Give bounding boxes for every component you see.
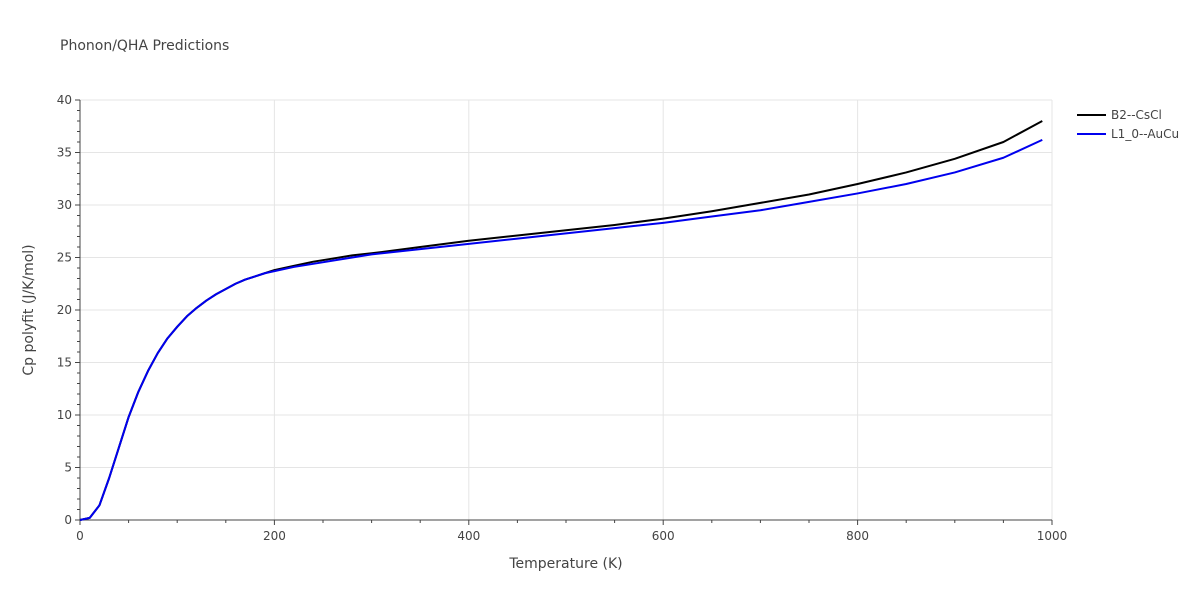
series	[79, 120, 1043, 521]
x-tick-label: 400	[457, 529, 480, 543]
y-tick-label: 25	[57, 251, 72, 265]
y-axis-label: Cp polyfit (J/K/mol)	[21, 244, 37, 375]
y-tick-label: 5	[64, 461, 72, 475]
x-tick-label: 800	[846, 529, 869, 543]
x-tick-label: 600	[652, 529, 675, 543]
y-tick-label: 20	[57, 303, 72, 317]
y-tick-label: 0	[64, 513, 72, 527]
legend-item-0[interactable]: B2--CsCl	[1077, 108, 1162, 122]
y-tick-label: 15	[57, 356, 72, 370]
x-tick-label: 1000	[1037, 529, 1068, 543]
grid	[80, 99, 1053, 520]
legend-label: L1_0--AuCu	[1111, 127, 1179, 141]
y-tick-label: 35	[57, 146, 72, 160]
chart-title: Phonon/QHA Predictions	[60, 38, 229, 54]
legend-item-1[interactable]: L1_0--AuCu	[1077, 127, 1179, 141]
legend[interactable]: B2--CsCl L1_0--AuCu	[1077, 108, 1179, 141]
series-line-0	[79, 120, 1043, 521]
y-tick-label: 30	[57, 198, 72, 212]
y-tick-label: 10	[57, 408, 72, 422]
x-tick-label: 0	[76, 529, 84, 543]
x-tick-label: 200	[263, 529, 286, 543]
legend-label: B2--CsCl	[1111, 108, 1162, 122]
x-axis-label: Temperature (K)	[508, 556, 622, 572]
y-tick-label: 40	[57, 93, 72, 107]
axes: 0 200 400 600 800 1000 0 5 10 15 20 25 30 35 40	[57, 93, 1068, 543]
series-line-1	[79, 138, 1043, 521]
